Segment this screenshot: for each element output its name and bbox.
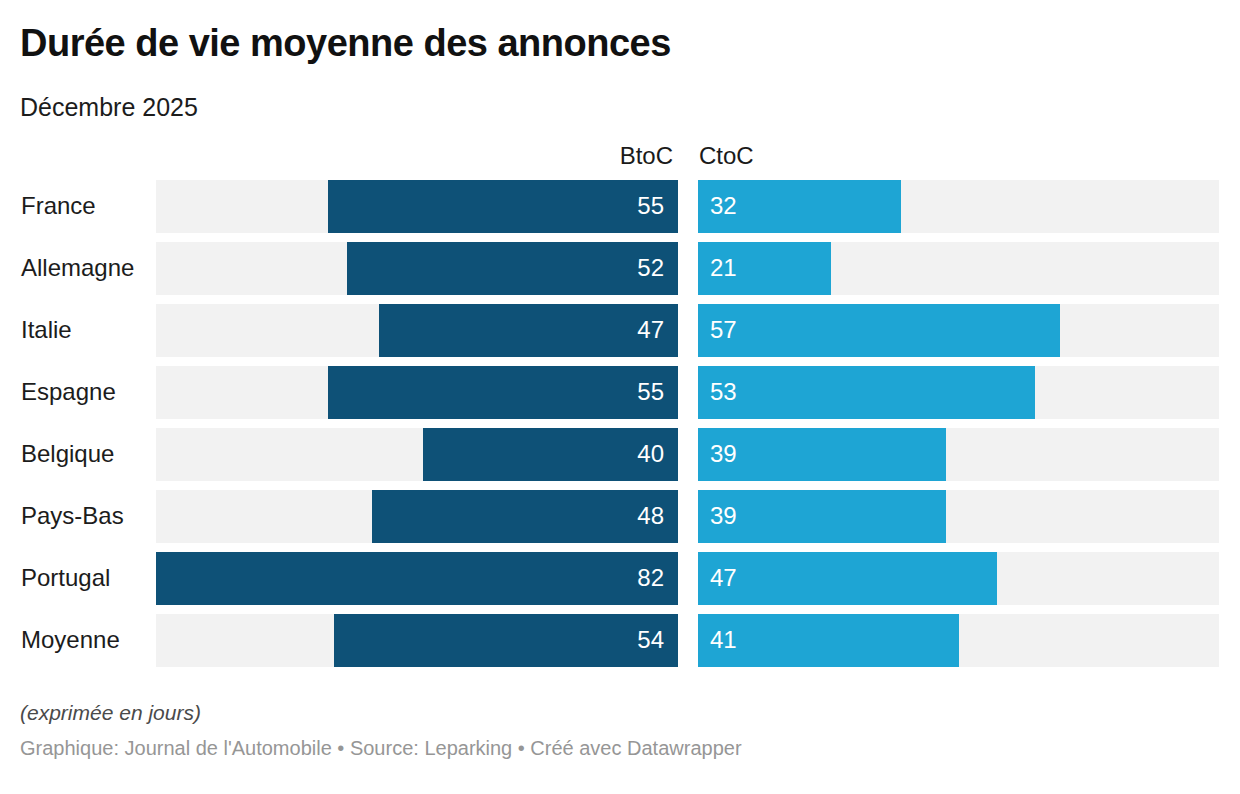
ctoc-track: 39	[698, 490, 1219, 543]
btoc-value: 40	[637, 440, 678, 468]
ctoc-track: 47	[698, 552, 1219, 605]
ctoc-bar[interactable]: 39	[698, 428, 946, 481]
ctoc-track: 57	[698, 304, 1219, 357]
ctoc-bar[interactable]: 47	[698, 552, 997, 605]
chart-page: Durée de vie moyenne des annonces Décemb…	[0, 0, 1240, 760]
country-label: Espagne	[20, 378, 156, 406]
ctoc-value: 41	[698, 626, 737, 654]
country-label: Italie	[20, 316, 156, 344]
btoc-bar[interactable]: 55	[328, 366, 678, 419]
country-label: Belgique	[20, 440, 156, 468]
ctoc-track: 41	[698, 614, 1219, 667]
btoc-value: 54	[637, 626, 678, 654]
btoc-bar[interactable]: 55	[328, 180, 678, 233]
ctoc-track: 53	[698, 366, 1219, 419]
ctoc-bar[interactable]: 57	[698, 304, 1060, 357]
country-label: France	[20, 192, 156, 220]
btoc-bar[interactable]: 48	[372, 490, 678, 543]
credit-line: Graphique: Journal de l'Automobile • Sou…	[20, 737, 1220, 760]
ctoc-bar[interactable]: 53	[698, 366, 1035, 419]
country-label: Pays-Bas	[20, 502, 156, 530]
bar-row: Pays-Bas 48 39	[20, 490, 1220, 543]
chart-title: Durée de vie moyenne des annonces	[20, 22, 1220, 66]
bar-row: Belgique 40 39	[20, 428, 1220, 481]
btoc-value: 48	[637, 502, 678, 530]
ctoc-value: 57	[698, 316, 737, 344]
btoc-value: 82	[637, 564, 678, 592]
bar-rows: France 55 32 Allemagne 52 21 Italie 47 57 Espagne…	[20, 180, 1220, 667]
ctoc-bar[interactable]: 21	[698, 242, 831, 295]
btoc-value: 52	[637, 254, 678, 282]
ctoc-value: 39	[698, 440, 737, 468]
btoc-track: 82	[156, 552, 678, 605]
ctoc-track: 32	[698, 180, 1219, 233]
btoc-bar[interactable]: 52	[347, 242, 678, 295]
bar-row: France 55 32	[20, 180, 1220, 233]
btoc-track: 54	[156, 614, 678, 667]
ctoc-value: 32	[698, 192, 737, 220]
bar-row: Allemagne 52 21	[20, 242, 1220, 295]
ctoc-bar[interactable]: 39	[698, 490, 946, 543]
btoc-value: 47	[637, 316, 678, 344]
country-label: Portugal	[20, 564, 156, 592]
btoc-track: 55	[156, 180, 678, 233]
ctoc-value: 39	[698, 502, 737, 530]
ctoc-value: 21	[698, 254, 737, 282]
country-label: Moyenne	[20, 626, 156, 654]
bar-row: Italie 47 57	[20, 304, 1220, 357]
unit-note: (exprimée en jours)	[20, 701, 1220, 725]
btoc-track: 40	[156, 428, 678, 481]
btoc-track: 55	[156, 366, 678, 419]
column-header-row: BtoC CtoC	[20, 144, 1220, 168]
btoc-track: 48	[156, 490, 678, 543]
ctoc-value: 47	[698, 564, 737, 592]
btoc-bar[interactable]: 47	[379, 304, 678, 357]
ctoc-track: 21	[698, 242, 1219, 295]
country-label: Allemagne	[20, 254, 156, 282]
chart-subtitle: Décembre 2025	[20, 93, 1220, 122]
btoc-bar[interactable]: 82	[156, 552, 678, 605]
ctoc-bar[interactable]: 32	[698, 180, 901, 233]
btoc-value: 55	[637, 378, 678, 406]
btoc-bar[interactable]: 54	[334, 614, 678, 667]
chart-footer: (exprimée en jours) Graphique: Journal d…	[20, 701, 1220, 760]
column-header-btoc: BtoC	[156, 144, 678, 168]
btoc-track: 52	[156, 242, 678, 295]
btoc-bar[interactable]: 40	[423, 428, 678, 481]
ctoc-bar[interactable]: 41	[698, 614, 959, 667]
bar-row: Espagne 55 53	[20, 366, 1220, 419]
ctoc-track: 39	[698, 428, 1219, 481]
btoc-track: 47	[156, 304, 678, 357]
paired-bar-chart: BtoC CtoC France 55 32 Allemagne 52 21 Italie 4…	[20, 144, 1220, 667]
column-header-ctoc: CtoC	[698, 144, 1219, 168]
bar-row: Portugal 82 47	[20, 552, 1220, 605]
btoc-value: 55	[637, 192, 678, 220]
ctoc-value: 53	[698, 378, 737, 406]
bar-row: Moyenne 54 41	[20, 614, 1220, 667]
